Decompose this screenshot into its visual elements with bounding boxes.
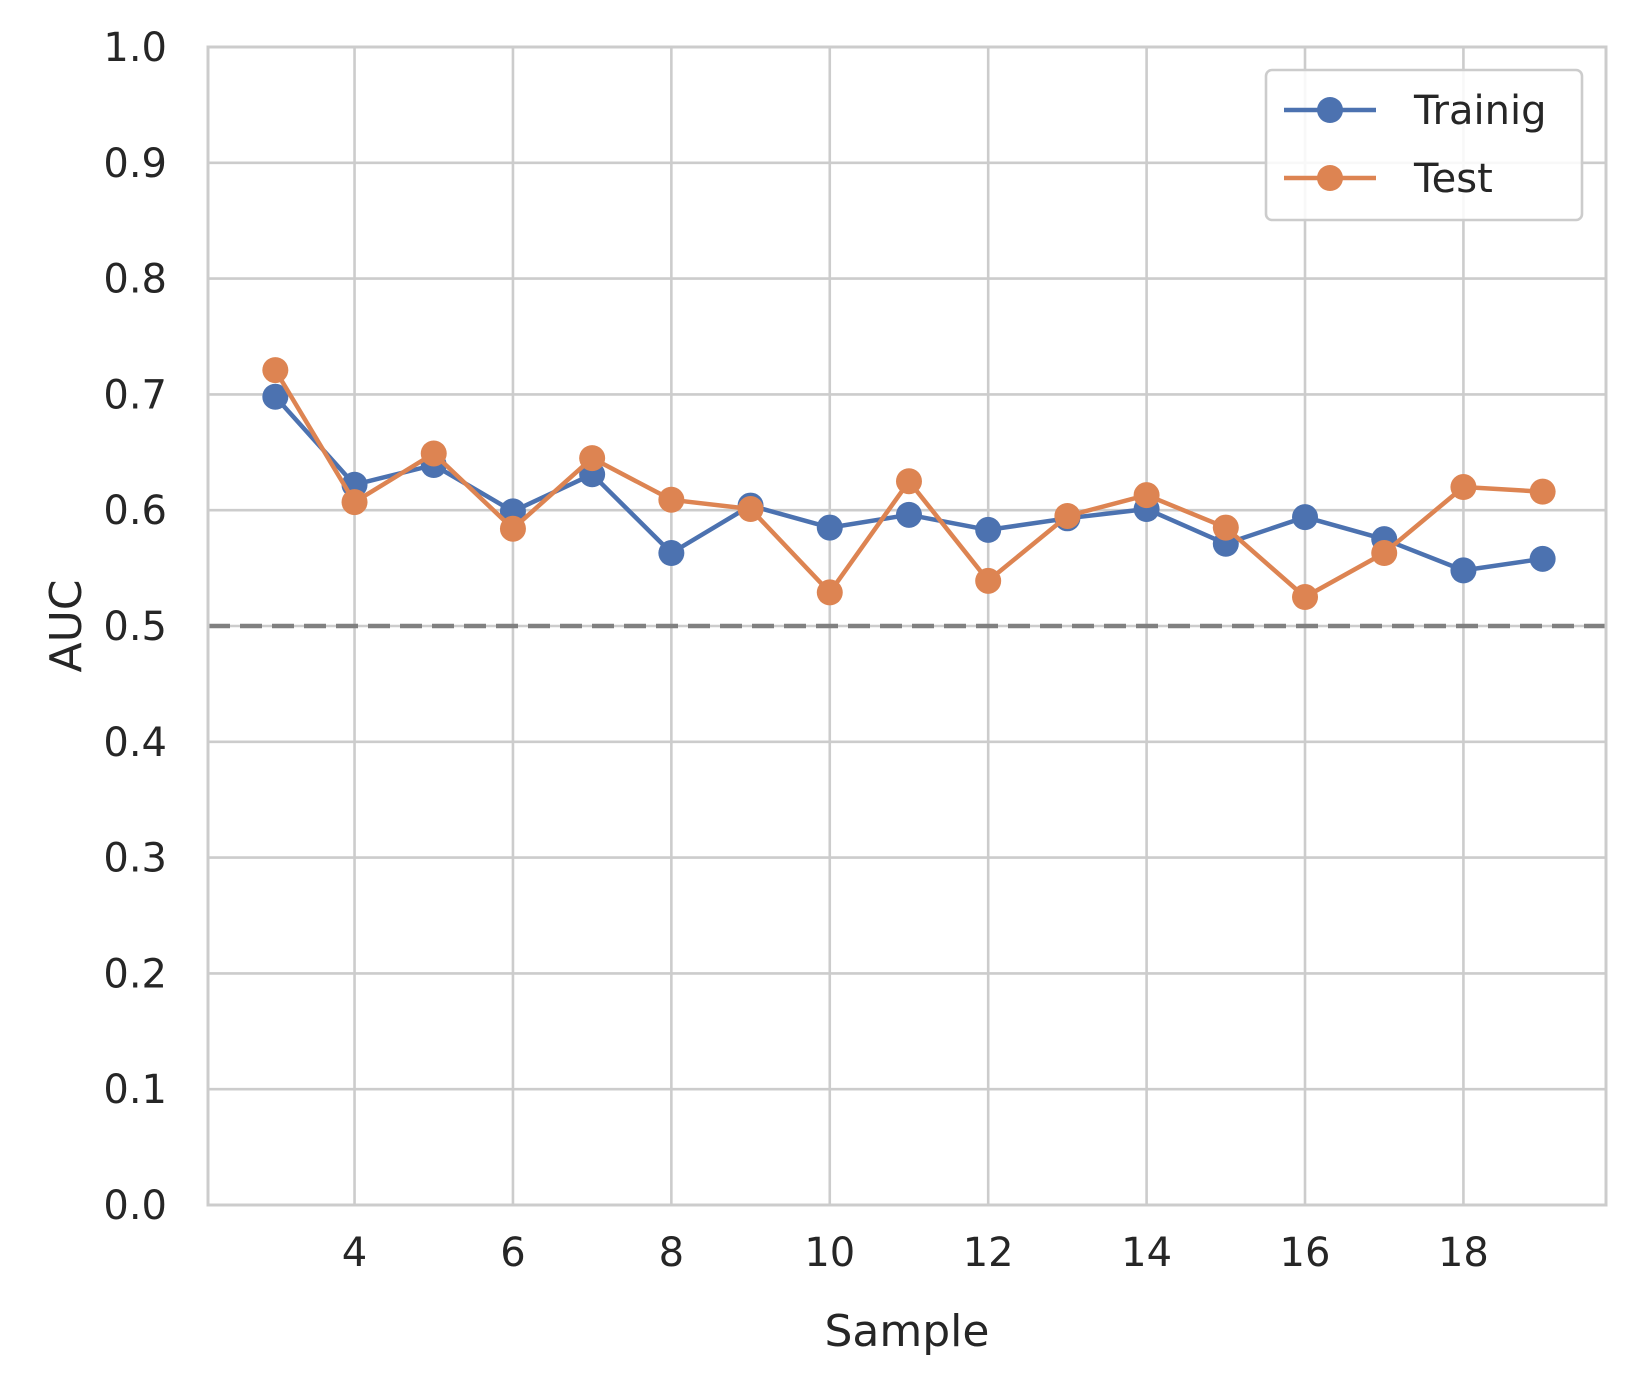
data-point xyxy=(341,489,368,516)
data-point xyxy=(895,501,922,528)
data-point xyxy=(816,514,843,541)
data-point xyxy=(262,357,289,384)
series-test xyxy=(262,357,1556,611)
data-point xyxy=(1529,545,1556,572)
y-tick-label: 0.2 xyxy=(103,951,167,997)
data-point xyxy=(1133,482,1160,509)
legend-label: Trainig xyxy=(1413,88,1546,134)
x-tick-label: 8 xyxy=(659,1230,684,1276)
data-point xyxy=(1054,502,1081,529)
tick-labels: 4 6 8 10 12 14 16 18 0.0 0.1 0.2 0.3 0.4 0.5 0.6 0.7 0.8… xyxy=(103,25,1489,1276)
data-point xyxy=(1529,478,1556,505)
y-tick-label: 0.6 xyxy=(103,488,167,534)
data-point xyxy=(975,567,1002,594)
data-point xyxy=(658,540,685,567)
y-tick-label: 0.9 xyxy=(103,141,167,187)
x-tick-label: 18 xyxy=(1438,1230,1489,1276)
data-point xyxy=(1212,514,1239,541)
data-point xyxy=(1292,504,1319,531)
y-tick-label: 0.3 xyxy=(103,836,167,882)
data-point xyxy=(816,579,843,606)
data-point xyxy=(975,516,1002,543)
legend-swatch-marker xyxy=(1317,165,1343,191)
y-tick-label: 0.7 xyxy=(103,372,167,418)
x-tick-label: 6 xyxy=(500,1230,525,1276)
y-tick-label: 1.0 xyxy=(103,25,167,71)
x-tick-label: 10 xyxy=(804,1230,855,1276)
data-point xyxy=(737,496,764,523)
plot-frame xyxy=(206,45,1608,1207)
data-point xyxy=(499,515,526,542)
y-axis-title: AUC xyxy=(41,579,92,672)
y-tick-label: 0.5 xyxy=(103,604,167,650)
data-point xyxy=(420,440,447,467)
data-point xyxy=(895,468,922,495)
x-tick-label: 14 xyxy=(1121,1230,1172,1276)
series-trainig xyxy=(262,383,1556,584)
data-point xyxy=(1292,584,1319,611)
data-point xyxy=(1450,557,1477,584)
y-tick-label: 0.0 xyxy=(103,1183,167,1229)
y-tick-label: 0.1 xyxy=(103,1067,167,1113)
data-point xyxy=(1450,474,1477,501)
data-point xyxy=(579,445,606,472)
x-tick-label: 12 xyxy=(963,1230,1014,1276)
legend: Trainig Test xyxy=(1264,68,1584,222)
y-tick-label: 0.4 xyxy=(103,720,167,766)
data-point xyxy=(262,383,289,410)
x-tick-label: 4 xyxy=(342,1230,367,1276)
legend-swatch-marker xyxy=(1317,97,1343,123)
legend-box xyxy=(1264,68,1584,222)
data-point xyxy=(658,486,685,513)
series-layer xyxy=(262,357,1556,611)
y-tick-label: 0.8 xyxy=(103,257,167,303)
x-axis-title: Sample xyxy=(825,1306,990,1357)
legend-label: Test xyxy=(1413,156,1493,202)
data-point xyxy=(1371,540,1398,567)
x-tick-label: 16 xyxy=(1280,1230,1331,1276)
